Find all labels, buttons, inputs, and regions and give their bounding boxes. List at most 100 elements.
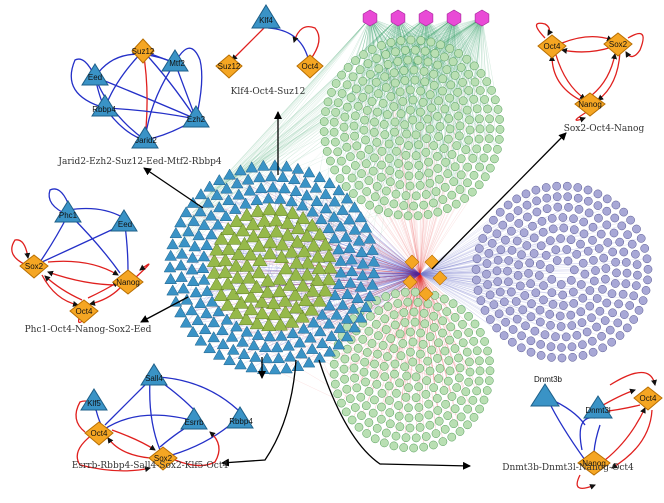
- green-circle-node: [359, 125, 369, 135]
- motif-caption: Dnmt3b-Dnmt3l-Nanog-Oct4: [502, 463, 634, 473]
- triangle-node: [198, 323, 212, 335]
- edge: [395, 17, 427, 52]
- triangle-node: [185, 263, 199, 275]
- purple-circle-node: [563, 192, 573, 202]
- purple-circle-node: [557, 353, 567, 363]
- purple-circle-node: [558, 290, 568, 300]
- triangle-node: [194, 297, 207, 309]
- motif-caption: Klf4-Oct4-Suz12: [231, 87, 306, 97]
- purple-circle-node: [568, 287, 578, 297]
- purple-circle-node: [594, 244, 604, 253]
- triangle-node: [166, 238, 179, 250]
- purple-circle-node: [569, 214, 578, 224]
- green-circle-node: [383, 302, 393, 311]
- green-circle-node: [341, 407, 351, 417]
- green-circle-node: [465, 357, 474, 367]
- green-circle-node: [419, 66, 429, 76]
- purple-circle-node: [492, 266, 502, 276]
- edge: [209, 17, 371, 194]
- node-label: Sox2: [609, 40, 628, 49]
- arrow-to-motif-1: [143, 167, 204, 209]
- purple-circle-node: [566, 310, 576, 320]
- edge: [419, 231, 512, 275]
- green-circle-node: [395, 180, 405, 190]
- triangle-node: [189, 286, 203, 298]
- purple-circle-node: [537, 216, 547, 226]
- green-circle-node: [433, 406, 443, 415]
- edge: [369, 17, 428, 120]
- purple-circle-node: [526, 279, 535, 289]
- green-circle-node: [483, 104, 492, 114]
- edge: [369, 17, 403, 102]
- green-circle-node: [464, 86, 474, 95]
- green-circle-node: [454, 49, 463, 58]
- green-circle-node: [426, 37, 436, 47]
- green-circle-node: [333, 98, 343, 108]
- green-circle-node: [396, 109, 406, 119]
- sall4-triangle-node: [140, 363, 168, 386]
- green-circle-node: [443, 134, 453, 144]
- green-circle-node: [360, 357, 370, 367]
- purple-circle-node: [600, 316, 610, 325]
- green-circle-node: [341, 182, 351, 191]
- purple-circle-node: [547, 353, 556, 362]
- green-circle-node: [395, 378, 404, 388]
- green-circle-node: [490, 95, 500, 105]
- green-circle-node: [337, 156, 346, 166]
- green-circle-node: [433, 207, 443, 217]
- edge: [328, 256, 374, 274]
- inner-triangle-node: [321, 271, 337, 286]
- edge: [224, 17, 399, 184]
- edge: [419, 48, 450, 275]
- green-circle-node: [476, 69, 486, 78]
- edge: [474, 17, 483, 82]
- green-circle-node: [380, 314, 390, 324]
- triangle-node: [236, 335, 249, 347]
- green-circle-node: [474, 376, 484, 386]
- green-circle-node: [379, 120, 389, 129]
- green-circle-node: [323, 97, 333, 107]
- green-circle-node: [373, 107, 382, 117]
- purple-circle-node: [541, 250, 551, 260]
- suz12-diamond-node: [215, 54, 243, 79]
- green-circle-node: [408, 337, 418, 347]
- inner-triangle-node: [220, 297, 236, 311]
- node-label: Ezh2: [187, 115, 206, 124]
- green-circle-node: [480, 95, 489, 104]
- purple-circle-node: [535, 317, 545, 327]
- inner-triangle-node: [311, 261, 327, 275]
- green-circle-node: [453, 87, 463, 97]
- green-circle-node: [425, 420, 435, 430]
- green-circle-node: [376, 172, 386, 182]
- edge: [389, 17, 399, 159]
- edge: [389, 170, 421, 275]
- node-label: Oct4: [91, 429, 108, 438]
- edge: [397, 17, 420, 127]
- motif-caption: Sox2-Oct4-Nanog: [564, 124, 645, 134]
- triangle-node: [166, 284, 179, 296]
- inner-triangle-node: [243, 302, 259, 316]
- purple-circle-node: [473, 286, 483, 295]
- inner-triangle-node: [284, 314, 300, 328]
- green-circle-node: [393, 210, 403, 220]
- triangle-node: [194, 334, 208, 346]
- purple-circle-node: [526, 347, 536, 357]
- edge: [419, 238, 483, 275]
- tf-diamond-node: [402, 274, 418, 290]
- green-circle-node: [483, 346, 492, 356]
- edge: [418, 17, 455, 145]
- green-circle-node: [449, 419, 459, 429]
- edge: [399, 273, 421, 417]
- triangle-node: [328, 289, 342, 301]
- edge: [336, 17, 427, 84]
- triangle-node: [343, 213, 356, 225]
- green-circle-node: [346, 93, 356, 103]
- green-circle-node: [364, 387, 374, 396]
- green-circle-node: [475, 162, 484, 172]
- purple-circle-node: [511, 297, 521, 306]
- green-circle-node: [409, 307, 419, 317]
- green-circle-node: [351, 84, 361, 94]
- green-circle-node: [363, 59, 373, 68]
- green-circle-node: [468, 395, 478, 405]
- green-circle-node: [445, 44, 455, 53]
